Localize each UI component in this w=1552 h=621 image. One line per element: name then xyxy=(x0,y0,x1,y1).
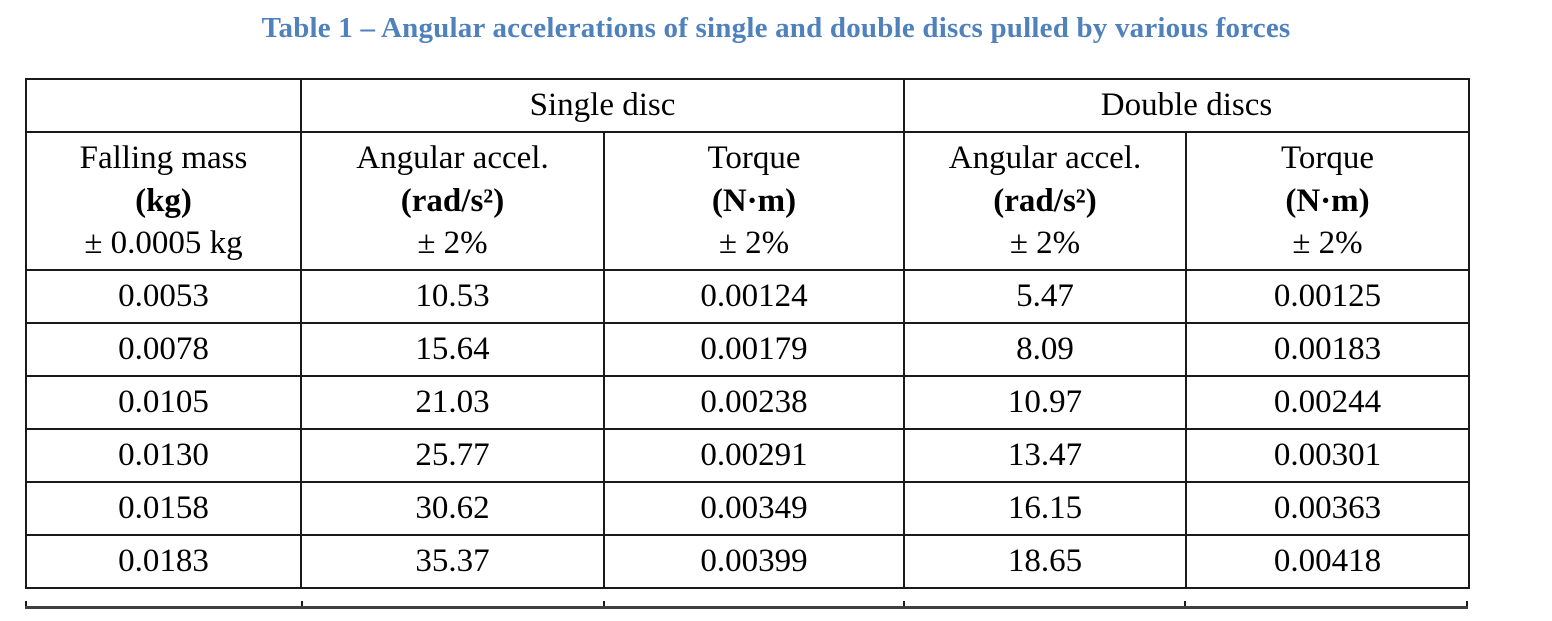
header-uncertainty: ± 2% xyxy=(417,225,488,262)
header-uncertainty: ± 2% xyxy=(1292,225,1363,262)
column-header-single-angular-accel: Angular accel. (rad/s²) ± 2% xyxy=(300,131,605,271)
cell-single-angular-accel: 21.03 xyxy=(300,375,605,430)
header-unit: (kg) xyxy=(135,182,192,219)
cutoff-next-row xyxy=(25,601,1468,606)
cell-double-torque: 0.00183 xyxy=(1185,322,1470,377)
cutoff-cell xyxy=(603,601,902,606)
header-unit: (N·m) xyxy=(711,182,797,219)
table-row: 0.0105 21.03 0.00238 10.97 0.00244 xyxy=(25,375,1470,430)
header-unit: (rad/s²) xyxy=(993,182,1097,219)
group-header-double-discs: Double discs xyxy=(903,78,1470,133)
column-header-row: Falling mass (kg) ± 0.0005 kg Angular ac… xyxy=(25,131,1470,271)
header-uncertainty: ± 0.0005 kg xyxy=(84,225,243,262)
column-header-double-torque: Torque (N·m) ± 2% xyxy=(1185,131,1470,271)
column-header-falling-mass: Falling mass (kg) ± 0.0005 kg xyxy=(25,131,302,271)
table-row: 0.0158 30.62 0.00349 16.15 0.00363 xyxy=(25,481,1470,536)
header-name: Falling mass xyxy=(79,139,248,176)
cell-single-torque: 0.00124 xyxy=(603,269,905,324)
header-unit: (rad/s²) xyxy=(400,182,505,219)
cell-double-angular-accel: 18.65 xyxy=(903,534,1187,589)
cell-falling-mass: 0.0183 xyxy=(25,534,302,589)
cutoff-cell xyxy=(902,601,1184,606)
cell-single-torque: 0.00399 xyxy=(603,534,905,589)
data-table: Single disc Double discs Falling mass (k… xyxy=(25,78,1470,589)
cell-falling-mass: 0.0105 xyxy=(25,375,302,430)
cell-single-angular-accel: 15.64 xyxy=(300,322,605,377)
group-header-row: Single disc Double discs xyxy=(25,78,1470,133)
cell-double-torque: 0.00418 xyxy=(1185,534,1470,589)
cell-falling-mass: 0.0130 xyxy=(25,428,302,483)
cell-single-torque: 0.00179 xyxy=(603,322,905,377)
cell-double-angular-accel: 13.47 xyxy=(903,428,1187,483)
header-uncertainty: ± 2% xyxy=(718,225,790,262)
cell-double-angular-accel: 10.97 xyxy=(903,375,1187,430)
bottom-cutoff-rule xyxy=(25,606,1468,609)
cell-single-torque: 0.00291 xyxy=(603,428,905,483)
header-name: Torque xyxy=(1281,139,1374,176)
cell-single-torque: 0.00238 xyxy=(603,375,905,430)
cell-double-torque: 0.00244 xyxy=(1185,375,1470,430)
cell-falling-mass: 0.0053 xyxy=(25,269,302,324)
cell-double-torque: 0.00301 xyxy=(1185,428,1470,483)
table-title: Table 1 – Angular accelerations of singl… xyxy=(261,12,1291,44)
header-name: Angular accel. xyxy=(356,139,549,176)
cell-falling-mass: 0.0078 xyxy=(25,322,302,377)
cell-falling-mass: 0.0158 xyxy=(25,481,302,536)
header-name: Torque xyxy=(707,139,801,176)
cell-double-angular-accel: 8.09 xyxy=(903,322,1187,377)
group-header-single-disc: Single disc xyxy=(300,78,905,133)
cell-single-angular-accel: 10.53 xyxy=(300,269,605,324)
header-uncertainty: ± 2% xyxy=(1009,225,1081,262)
table-row: 0.0078 15.64 0.00179 8.09 0.00183 xyxy=(25,322,1470,377)
table-row: 0.0053 10.53 0.00124 5.47 0.00125 xyxy=(25,269,1470,324)
header-name: Angular accel. xyxy=(948,139,1142,176)
cell-single-angular-accel: 25.77 xyxy=(300,428,605,483)
cell-double-torque: 0.00125 xyxy=(1185,269,1470,324)
table-row: 0.0130 25.77 0.00291 13.47 0.00301 xyxy=(25,428,1470,483)
cutoff-cell xyxy=(301,601,603,606)
cell-double-torque: 0.00363 xyxy=(1185,481,1470,536)
cutoff-cell xyxy=(1183,601,1466,606)
cell-single-torque: 0.00349 xyxy=(603,481,905,536)
cell-single-angular-accel: 30.62 xyxy=(300,481,605,536)
cell-single-angular-accel: 35.37 xyxy=(300,534,605,589)
group-header-blank xyxy=(25,78,302,133)
table-row: 0.0183 35.37 0.00399 18.65 0.00418 xyxy=(25,534,1470,589)
column-header-double-angular-accel: Angular accel. (rad/s²) ± 2% xyxy=(903,131,1187,271)
column-header-single-torque: Torque (N·m) ± 2% xyxy=(603,131,905,271)
cell-double-angular-accel: 5.47 xyxy=(903,269,1187,324)
header-unit: (N·m) xyxy=(1285,182,1370,219)
cell-double-angular-accel: 16.15 xyxy=(903,481,1187,536)
